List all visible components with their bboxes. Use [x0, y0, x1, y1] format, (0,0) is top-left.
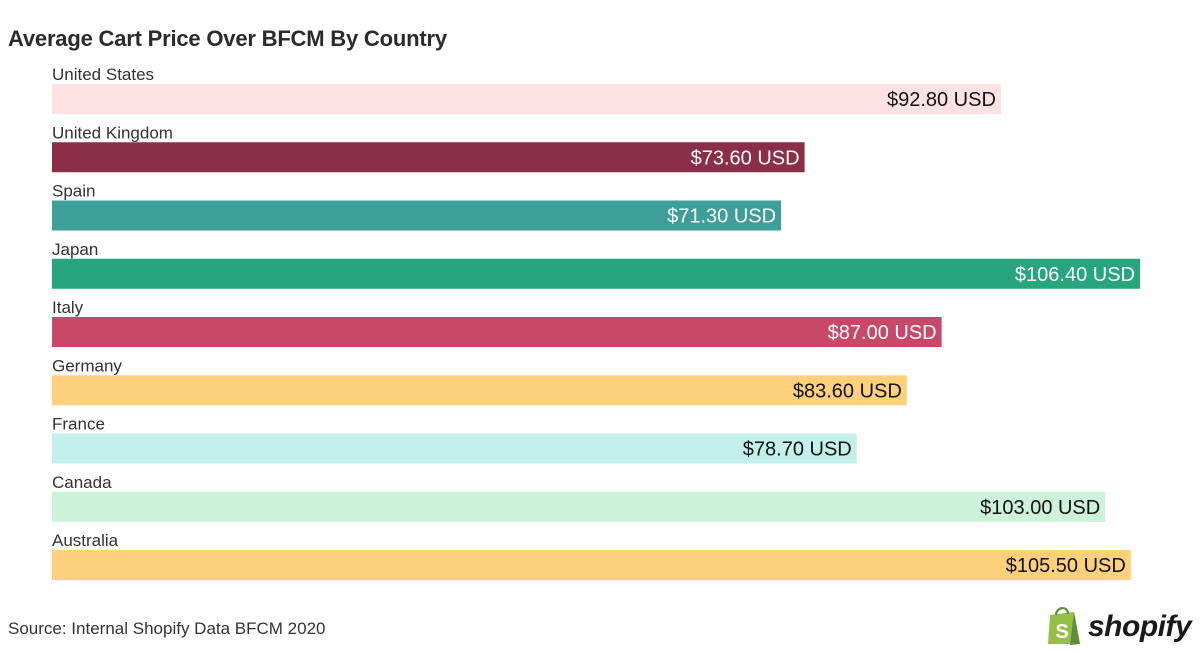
category-label: Germany — [52, 356, 122, 375]
bar — [52, 433, 857, 464]
value-label: $92.80 USD — [887, 89, 996, 111]
category-label: Japan — [52, 240, 98, 259]
category-label: France — [52, 415, 105, 434]
value-label: $103.00 USD — [980, 497, 1100, 519]
shopify-bag-icon: S — [1048, 607, 1080, 645]
category-label: Australia — [52, 531, 119, 550]
shopify-wordmark: shopify — [1088, 610, 1192, 643]
bar — [52, 200, 782, 231]
bar — [52, 491, 1106, 522]
bar — [52, 550, 1131, 580]
category-label: Canada — [52, 473, 112, 492]
chart-title: Average Cart Price Over BFCM By Country — [8, 26, 447, 51]
svg-text:S: S — [1055, 621, 1068, 643]
bar — [52, 84, 1001, 114]
value-label: $105.50 USD — [1006, 555, 1126, 577]
value-label: $87.00 USD — [828, 322, 937, 344]
value-label: $73.60 USD — [691, 147, 800, 169]
category-label: United Kingdom — [52, 123, 173, 142]
bar-chart: United States $92.80 USD United Kingdom $73… — [52, 65, 1140, 580]
source-note: Source: Internal Shopify Data BFCM 2020 — [8, 619, 326, 638]
value-label: $83.60 USD — [793, 380, 902, 402]
bar — [52, 258, 1140, 289]
bar — [52, 375, 907, 406]
value-label: $78.70 USD — [743, 439, 852, 461]
value-label: $71.30 USD — [667, 206, 776, 228]
bar — [52, 317, 942, 347]
value-label: $106.40 USD — [1015, 264, 1135, 286]
bar — [52, 142, 805, 173]
shopify-logo: S shopify — [1046, 604, 1192, 648]
category-label: Spain — [52, 182, 95, 201]
category-label: United States — [52, 65, 154, 84]
category-label: Italy — [52, 298, 84, 317]
